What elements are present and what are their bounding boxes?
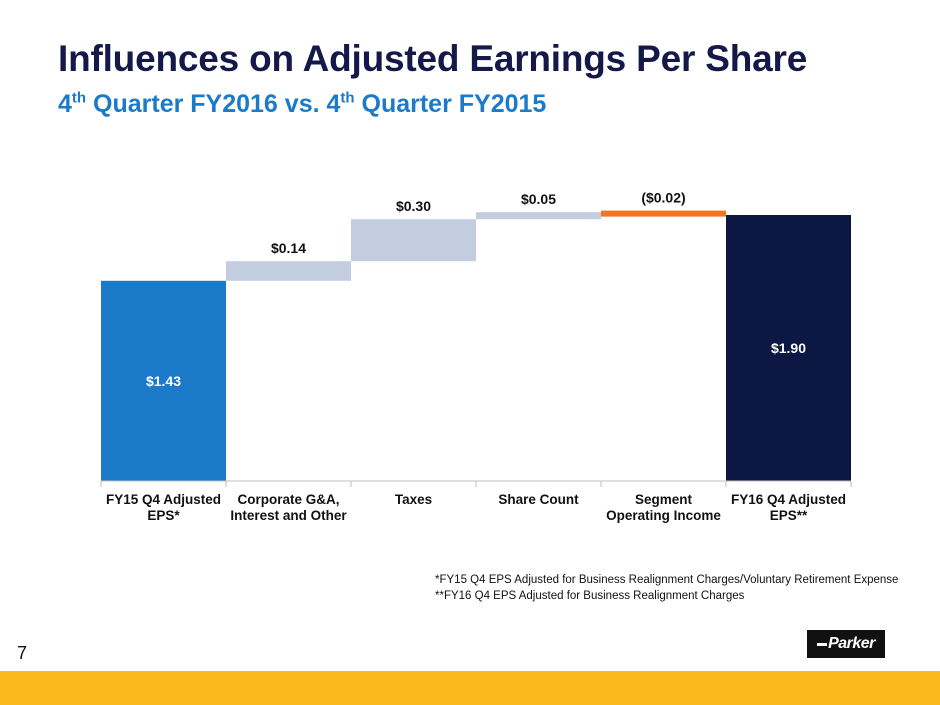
- data-label-1: $0.14: [271, 240, 306, 256]
- parker-logo: Parker: [807, 630, 885, 658]
- bar-0: [101, 280, 226, 481]
- slide-subtitle: 4th Quarter FY2016 vs. 4th Quarter FY201…: [58, 89, 547, 118]
- page-number: 7: [17, 643, 28, 663]
- data-label-4: ($0.02): [641, 190, 685, 206]
- data-label-3: $0.05: [521, 191, 556, 207]
- category-label-4: Segment Operating Income: [606, 492, 721, 523]
- slide-title: Influences on Adjusted Earnings Per Shar…: [58, 38, 808, 79]
- bar-5: [726, 215, 851, 481]
- footnote-fy16: **FY16 Q4 EPS Adjusted for Business Real…: [435, 590, 745, 602]
- bar-2: [351, 219, 476, 262]
- footnote-fy15: *FY15 Q4 EPS Adjusted for Business Reali…: [435, 574, 899, 586]
- category-label-1: Corporate G&A, Interest and Other: [230, 492, 347, 523]
- logo-stripe-icon: [817, 642, 828, 646]
- data-label-2: $0.30: [396, 198, 431, 214]
- category-label-0: FY15 Q4 Adjusted EPS*: [106, 492, 221, 523]
- bar-4: [601, 210, 726, 217]
- waterfall-chart: $1.43 FY15 Q4 Adjusted EPS* $0.14 Corporate …: [100, 190, 852, 523]
- bar-1: [226, 261, 351, 281]
- data-label-5: $1.90: [771, 340, 806, 356]
- category-label-2: Taxes: [395, 492, 432, 507]
- category-label-3: Share Count: [498, 492, 579, 507]
- bar-3: [476, 212, 601, 220]
- category-label-5: FY16 Q4 Adjusted EPS**: [731, 492, 846, 523]
- data-label-0: $1.43: [146, 373, 181, 389]
- footnotes: *FY15 Q4 EPS Adjusted for Business Reali…: [435, 572, 898, 604]
- footer-band: [0, 671, 940, 705]
